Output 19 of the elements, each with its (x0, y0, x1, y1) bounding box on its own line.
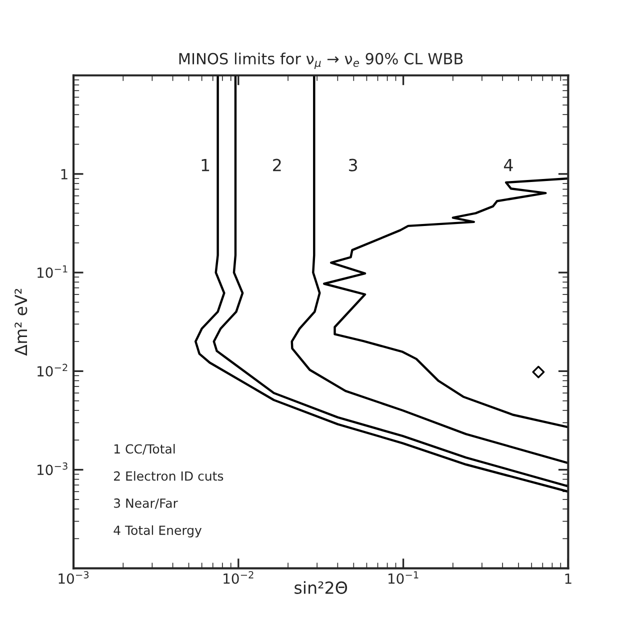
y-tick-label: 10$^{−1}$ (38, 265, 68, 278)
y-tick-label: 1 (61, 169, 68, 180)
x-tick-label: 10$^{−2}$ (224, 571, 254, 584)
text: 2 (273, 158, 281, 172)
x-tick-label: 10$^{−3}$ (58, 571, 89, 584)
text: 3 (349, 158, 358, 172)
annotation: 2 Electron ID cuts (114, 471, 224, 481)
series-label: 4 (504, 159, 513, 172)
y-axis-title: Δm² eV² (14, 288, 28, 356)
annotation: 1 CC/Total (114, 444, 175, 455)
series-label: 1 (202, 159, 210, 172)
chart-title: MINOS limits for ν$_{μ}$ → ν$_{e}$ 90% CL WBB (179, 52, 463, 69)
x-tick-label: 1 (565, 574, 572, 584)
annotation: 3 Near/Far (114, 498, 178, 509)
y-tick-label: 10$^{−2}$ (38, 364, 68, 377)
x-tick-label: 10$^{−1}$ (388, 571, 418, 584)
y-tick-label: 10$^{−3}$ (38, 462, 68, 476)
annotation: 4 Total Energy (114, 525, 202, 538)
x-axis-title: sin²2Θ (294, 581, 348, 594)
